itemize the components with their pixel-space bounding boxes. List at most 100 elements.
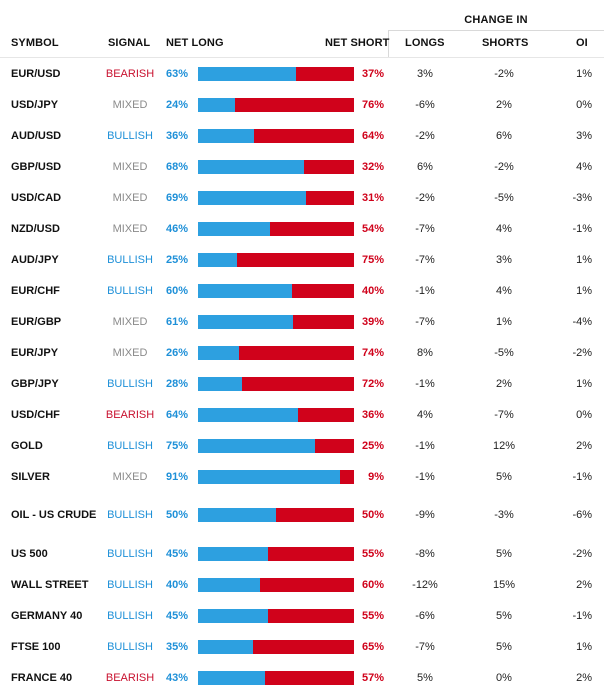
shorts-change: -2% <box>494 67 514 80</box>
header-oi[interactable]: OI <box>576 37 588 49</box>
net-long-fill <box>198 252 237 267</box>
net-long-fill <box>198 97 236 112</box>
sentiment-bar <box>198 190 354 205</box>
net-short-value: 40% <box>361 284 384 297</box>
shorts-change: 2% <box>496 98 512 111</box>
table-row[interactable]: USD/JPY MIXED 24% 76% -6% 2% 0% <box>0 89 604 120</box>
net-long-value: 43% <box>165 671 188 684</box>
table-row[interactable]: GBP/USD MIXED 68% 32% 6% -2% 4% <box>0 151 604 182</box>
symbol-label: USD/JPY <box>11 98 59 111</box>
oi-change: -1% <box>572 609 592 622</box>
shorts-change: 15% <box>492 578 516 591</box>
net-long-value: 40% <box>165 578 188 591</box>
net-short-value: 55% <box>361 547 384 560</box>
longs-change: -7% <box>415 315 435 328</box>
sentiment-bar <box>198 128 354 143</box>
net-long-value: 75% <box>165 439 188 452</box>
table-row[interactable]: OIL - US CRUDE BULLISH 50% 50% -9% -3% -6% <box>0 492 604 538</box>
symbol-label: EUR/USD <box>11 67 61 80</box>
net-short-value: 76% <box>361 98 384 111</box>
net-long-fill <box>198 546 269 561</box>
header-symbol[interactable]: SYMBOL <box>11 37 59 49</box>
table-row[interactable]: AUD/JPY BULLISH 25% 75% -7% 3% 1% <box>0 244 604 275</box>
signal-label: BULLISH <box>107 253 153 266</box>
table-row[interactable]: EUR/JPY MIXED 26% 74% 8% -5% -2% <box>0 337 604 368</box>
oi-change: 1% <box>576 377 592 390</box>
signal-label: BEARISH <box>105 67 155 80</box>
table-row[interactable]: EUR/CHF BULLISH 60% 40% -1% 4% 1% <box>0 275 604 306</box>
header-net-long[interactable]: NET LONG <box>166 37 224 49</box>
shorts-change: -5% <box>494 346 514 359</box>
shorts-change: -5% <box>494 191 514 204</box>
symbol-label: NZD/USD <box>11 222 60 235</box>
oi-change: 1% <box>576 67 592 80</box>
longs-change: 6% <box>417 160 433 173</box>
header-longs[interactable]: LONGS <box>405 37 445 49</box>
table-row[interactable]: AUD/USD BULLISH 36% 64% -2% 6% 3% <box>0 120 604 151</box>
net-long-fill <box>198 577 261 592</box>
oi-change: -1% <box>572 222 592 235</box>
signal-label: BEARISH <box>105 408 155 421</box>
symbol-label: EUR/JPY <box>11 346 59 359</box>
oi-change: 2% <box>576 671 592 684</box>
net-long-value: 69% <box>165 191 188 204</box>
table-row[interactable]: SILVER MIXED 91% 9% -1% 5% -1% <box>0 461 604 492</box>
header-separator <box>0 57 604 58</box>
oi-change: 2% <box>576 578 592 591</box>
table-row[interactable]: GERMANY 40 BULLISH 45% 55% -6% 5% -1% <box>0 600 604 631</box>
longs-change: 3% <box>417 67 433 80</box>
table-row[interactable]: EUR/GBP MIXED 61% 39% -7% 1% -4% <box>0 306 604 337</box>
symbol-label: USD/CHF <box>11 408 60 421</box>
oi-change: 0% <box>576 408 592 421</box>
net-long-fill <box>198 221 270 236</box>
net-short-value: 54% <box>361 222 384 235</box>
oi-change: -2% <box>572 346 592 359</box>
shorts-change: 3% <box>496 253 512 266</box>
signal-label: BULLISH <box>107 284 153 297</box>
table-row[interactable]: US 500 BULLISH 45% 55% -8% 5% -2% <box>0 538 604 569</box>
signal-label: BULLISH <box>107 377 153 390</box>
longs-change: 5% <box>417 671 433 684</box>
table-row[interactable]: FTSE 100 BULLISH 35% 65% -7% 5% 1% <box>0 631 604 662</box>
longs-change: -7% <box>415 253 435 266</box>
symbol-label: EUR/CHF <box>11 284 60 297</box>
table-row[interactable]: WALL STREET BULLISH 40% 60% -12% 15% 2% <box>0 569 604 600</box>
longs-change: -12% <box>412 578 438 591</box>
longs-change: 4% <box>417 408 433 421</box>
header-shorts[interactable]: SHORTS <box>482 37 529 49</box>
table-row[interactable]: GOLD BULLISH 75% 25% -1% 12% 2% <box>0 430 604 461</box>
table-row[interactable]: EUR/USD BEARISH 63% 37% 3% -2% 1% <box>0 58 604 89</box>
header-column-divider <box>388 30 389 58</box>
sentiment-bar <box>198 577 354 592</box>
symbol-label: OIL - US CRUDE <box>11 509 97 521</box>
table-row[interactable]: GBP/JPY BULLISH 28% 72% -1% 2% 1% <box>0 368 604 399</box>
longs-change: -7% <box>415 640 435 653</box>
net-long-fill <box>198 407 298 422</box>
table-row[interactable]: USD/CAD MIXED 69% 31% -2% -5% -3% <box>0 182 604 213</box>
net-short-value: 55% <box>361 609 384 622</box>
symbol-label: EUR/GBP <box>11 315 62 328</box>
signal-label: MIXED <box>112 191 148 204</box>
header-net-short[interactable]: NET SHORT <box>325 37 390 49</box>
net-short-value: 65% <box>361 640 384 653</box>
sentiment-bar <box>198 221 354 236</box>
net-long-fill <box>198 376 242 391</box>
shorts-change: -7% <box>494 408 514 421</box>
table-row[interactable]: NZD/USD MIXED 46% 54% -7% 4% -1% <box>0 213 604 244</box>
header-signal[interactable]: SIGNAL <box>108 37 151 49</box>
net-long-fill <box>198 345 239 360</box>
symbol-label: GERMANY 40 <box>11 609 83 622</box>
shorts-change: 5% <box>496 609 512 622</box>
sentiment-bar <box>198 407 354 422</box>
net-long-value: 45% <box>165 609 188 622</box>
oi-change: 3% <box>576 129 592 142</box>
table-row[interactable]: FRANCE 40 BEARISH 43% 57% 5% 0% 2% <box>0 662 604 693</box>
symbol-label: US 500 <box>11 547 48 560</box>
longs-change: -1% <box>415 439 435 452</box>
net-long-fill <box>198 639 253 654</box>
table-row[interactable]: USD/CHF BEARISH 64% 36% 4% -7% 0% <box>0 399 604 430</box>
net-long-value: 60% <box>165 284 188 297</box>
net-short-value: 50% <box>361 509 384 521</box>
shorts-change: 4% <box>496 222 512 235</box>
symbol-label: USD/CAD <box>11 191 62 204</box>
